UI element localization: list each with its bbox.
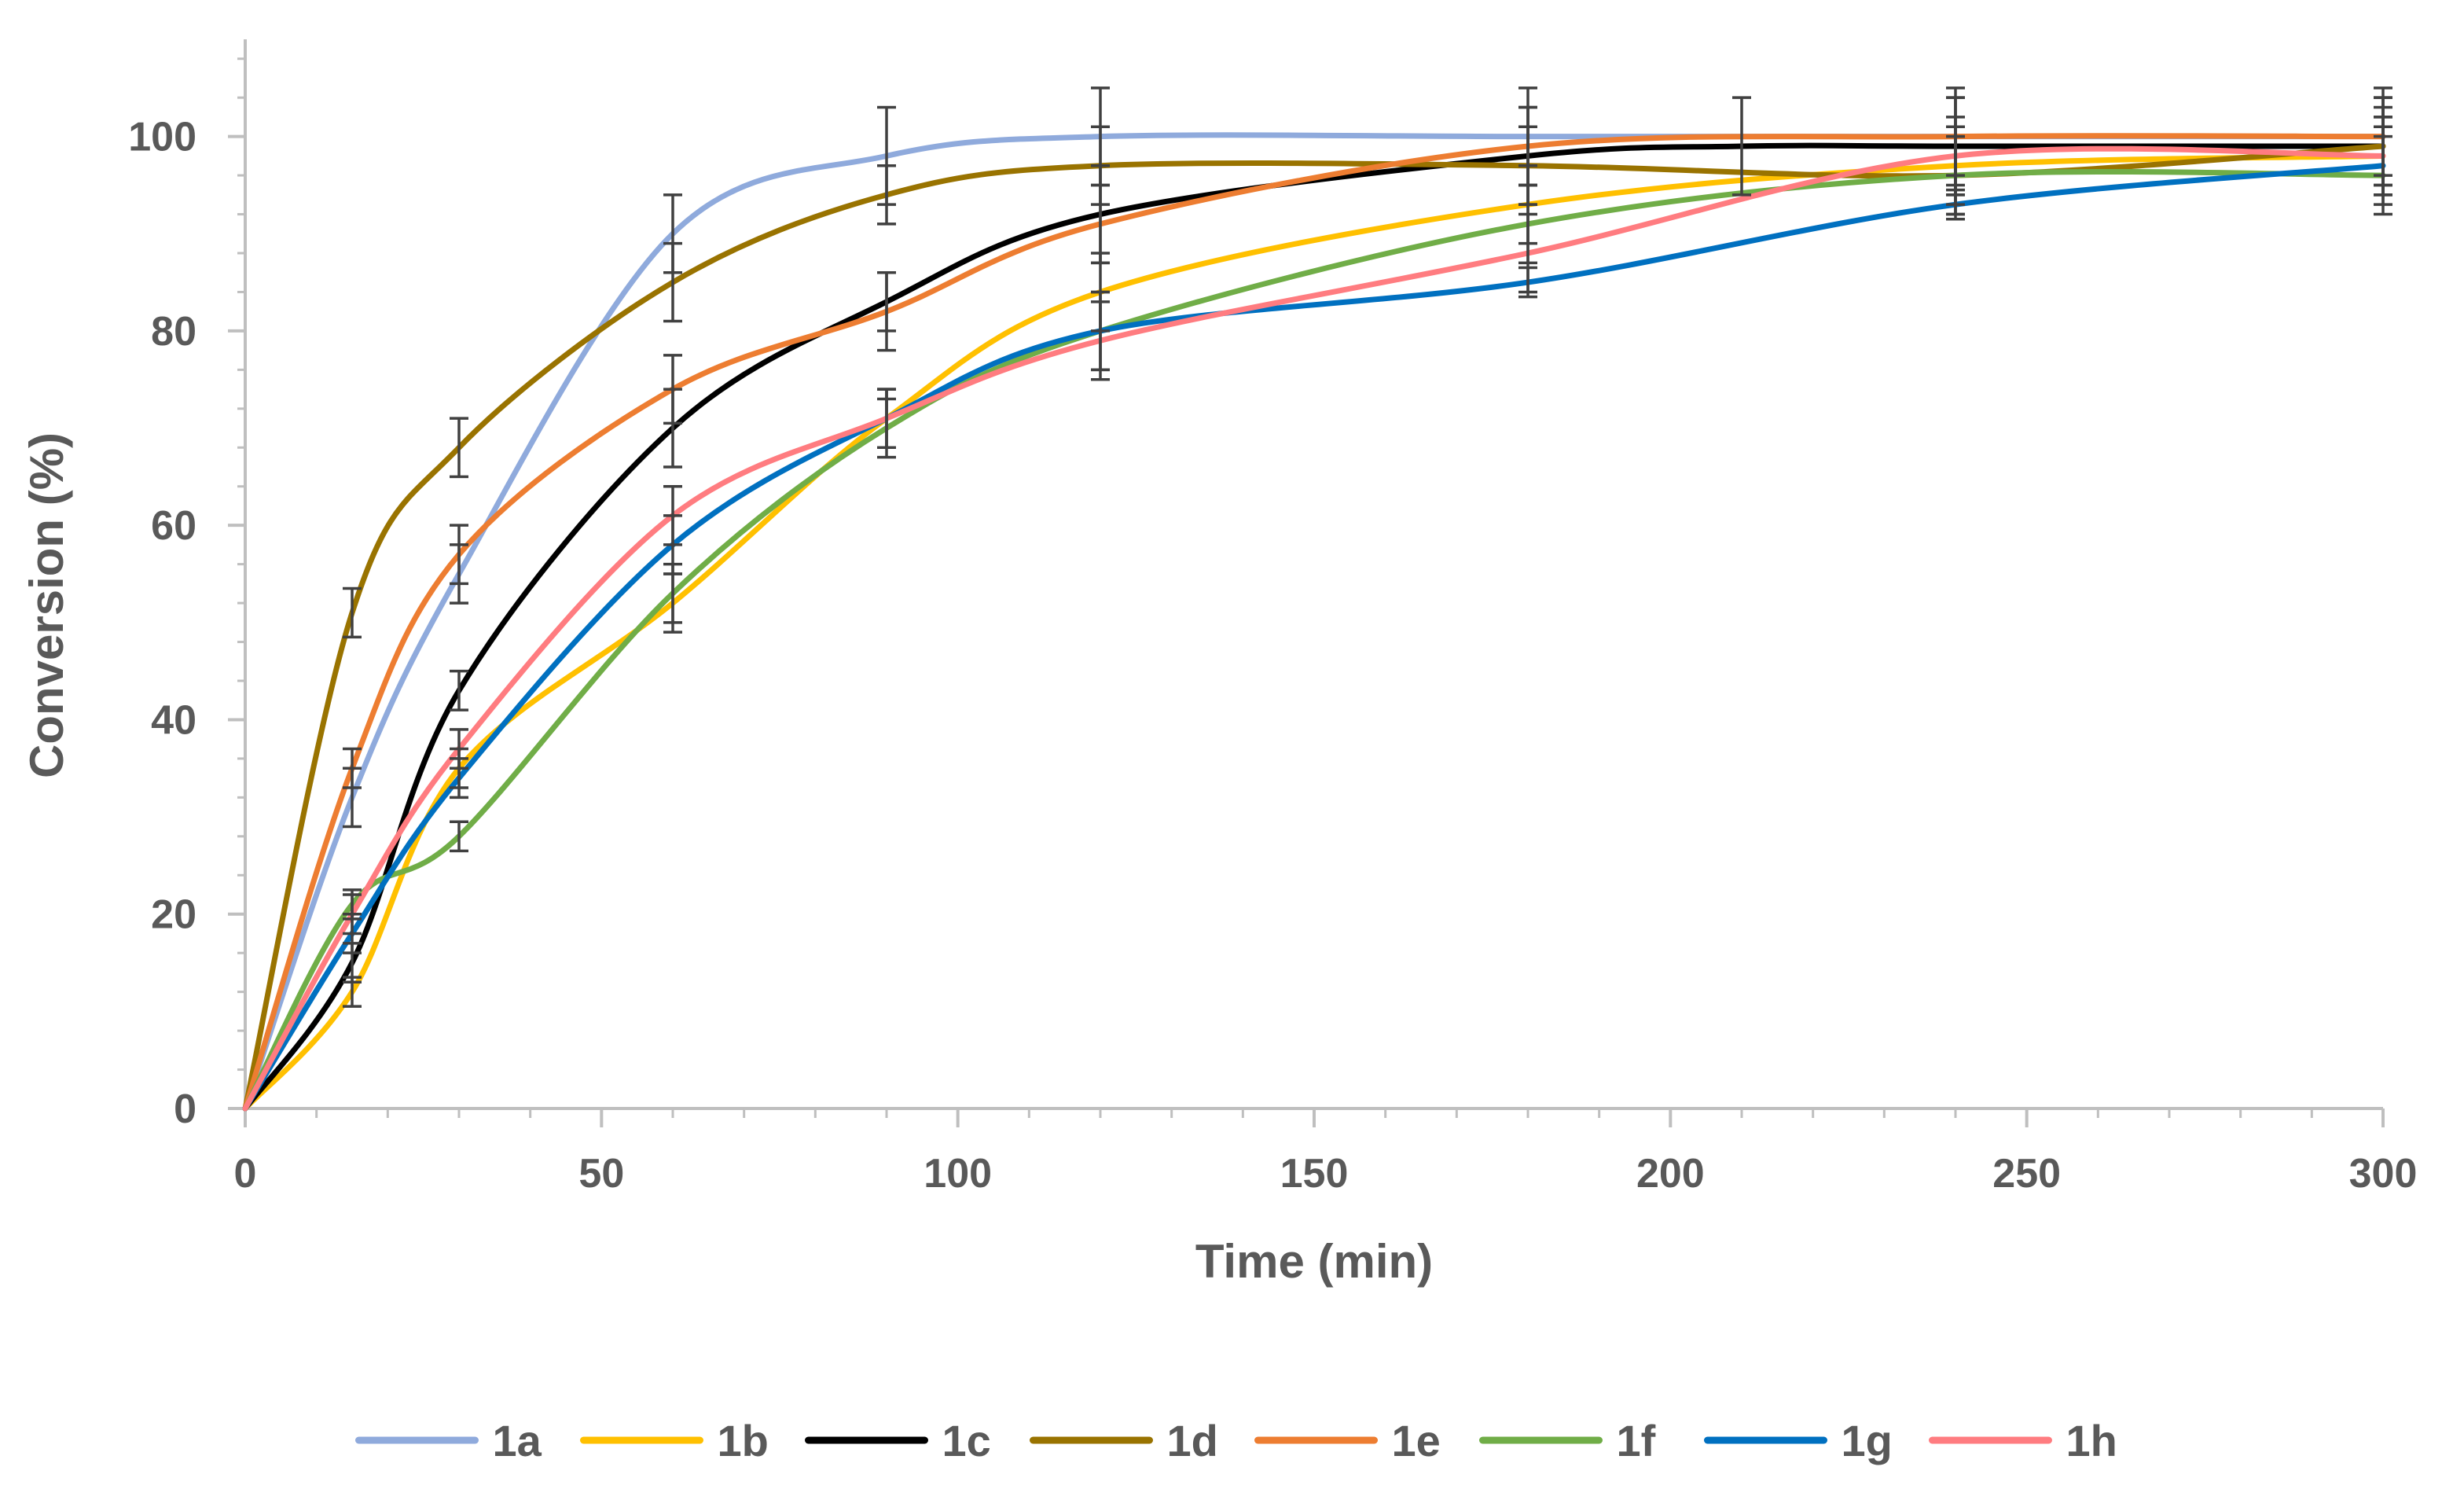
error-bars — [343, 86, 2392, 1008]
error-bar-1d — [663, 241, 682, 323]
legend-item-1e: 1e — [1254, 1416, 1441, 1465]
legend-item-1f: 1f — [1479, 1416, 1656, 1465]
y-tick-label: 20 — [151, 892, 196, 938]
error-bar-1h — [1946, 116, 1965, 197]
legend-label: 1e — [1392, 1416, 1441, 1465]
x-tick-label: 50 — [578, 1151, 624, 1197]
legend-item-1c: 1c — [805, 1416, 991, 1465]
legend-item-1g: 1g — [1704, 1416, 1893, 1465]
series-line-1g — [242, 163, 2386, 1112]
error-bar-1d — [450, 417, 468, 479]
error-bar-1f — [450, 820, 468, 853]
y-tick-label: 0 — [174, 1086, 196, 1132]
legend-label: 1d — [1167, 1416, 1218, 1465]
x-tick-label: 150 — [1280, 1151, 1349, 1197]
error-bar-1h — [1518, 212, 1537, 294]
error-bar-1c — [1732, 96, 1751, 197]
y-tick-label: 40 — [151, 697, 196, 743]
legend-label: 1g — [1842, 1416, 1893, 1465]
legend: 1a 1b 1c 1d 1e 1f 1g 1h — [355, 1416, 2117, 1465]
series-line-1d — [242, 143, 2386, 1112]
x-tick-label: 300 — [2349, 1151, 2418, 1197]
error-bar-1h — [2374, 116, 2392, 197]
series-line-1b — [242, 153, 2386, 1112]
error-bar-1c — [450, 669, 468, 711]
error-bar-1h — [663, 484, 682, 546]
error-bar-1e — [877, 270, 896, 352]
legend-label: 1a — [493, 1416, 542, 1465]
legend-item-1d: 1d — [1030, 1416, 1218, 1465]
legend-label: 1f — [1617, 1416, 1656, 1465]
error-bar-1d — [877, 164, 896, 226]
error-bar-1e — [1091, 183, 1110, 265]
error-bar-1e — [450, 524, 468, 586]
error-bar-1d — [343, 586, 362, 639]
legend-item-1b: 1b — [580, 1416, 769, 1465]
error-bar-1h — [877, 388, 896, 450]
series-layer — [242, 132, 2386, 1112]
series-line-1c — [242, 142, 2386, 1112]
y-tick-label: 100 — [128, 115, 196, 160]
series-line-1h — [242, 145, 2386, 1112]
error-bar-1e — [343, 747, 362, 789]
y-tick-label: 80 — [151, 309, 196, 355]
x-tick-label: 100 — [924, 1151, 992, 1197]
y-axis-title: Conversion (%) — [20, 432, 73, 778]
x-tick-label: 200 — [1636, 1151, 1705, 1197]
x-tick-label: 0 — [234, 1151, 257, 1197]
legend-label: 1b — [718, 1416, 769, 1465]
legend-item-1a: 1a — [355, 1416, 542, 1465]
legend-item-1h: 1h — [1929, 1416, 2117, 1465]
series-line-1e — [242, 133, 2386, 1112]
tick-labels: 0 20 40 60 80 100 0 50 100 150 200 250 300 — [128, 115, 2417, 1197]
x-tick-label: 250 — [1992, 1151, 2061, 1197]
legend-label: 1h — [2066, 1416, 2117, 1465]
error-bar-1h — [343, 893, 362, 936]
legend-label: 1c — [942, 1416, 991, 1465]
error-bar-1h — [1091, 300, 1110, 381]
error-bar-1e — [663, 354, 682, 425]
y-tick-label: 60 — [151, 503, 196, 549]
x-axis-title: Time (min) — [1195, 1235, 1433, 1288]
axes — [228, 39, 2385, 1127]
error-bar-1h — [450, 728, 468, 770]
